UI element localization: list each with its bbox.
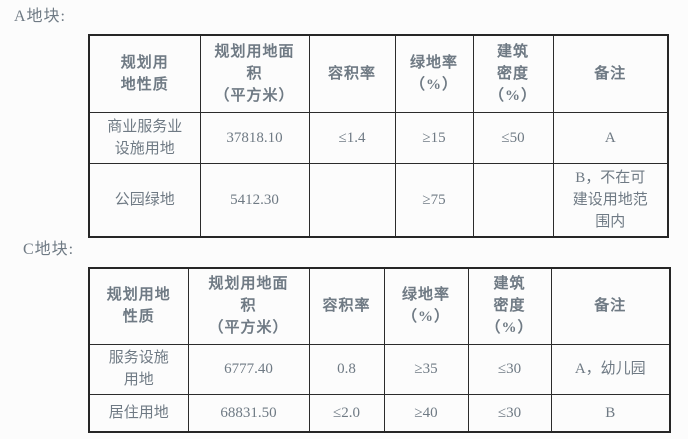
header-row: 规划用地 性质 规划用地面 积 （平方米） 容积率 绿地率 （%） 建筑 密度 （%）备…	[88, 267, 671, 345]
column-header: 备注	[552, 34, 669, 113]
table-cell: 37818.10	[199, 111, 310, 164]
table-row: 居住用地 68831.50 ≤2.0 ≥40 ≤30 B	[88, 393, 671, 433]
table-cell: ≤30	[467, 343, 552, 395]
table-cell: 5412.30	[199, 162, 310, 238]
table-cell: ≤50	[472, 111, 554, 164]
table-row: 服务设施 用地 6777.40 0.8 ≥35 ≤30 A，幼儿园	[88, 343, 671, 395]
table-cell: ≤1.4	[308, 111, 396, 164]
table-cell: A，幼儿园	[550, 343, 671, 395]
table-cell: ≤2.0	[308, 393, 385, 433]
table-row: 公园绿地 5412.30 ≥75 B，不在可 建设用地范 围内	[88, 162, 669, 238]
column-header: 绿地率 （%）	[383, 267, 469, 345]
table-cell: A	[552, 111, 669, 164]
column-header: 容积率	[308, 267, 385, 345]
table-cell	[472, 162, 554, 238]
plot-c-table: 规划用地 性质 规划用地面 积 （平方米） 容积率 绿地率 （%） 建筑 密度 （%）备…	[88, 267, 671, 433]
column-header: 规划用地面 积 （平方米）	[187, 267, 310, 345]
header-row: 规划用 地性质 规划用地面 积 （平方米） 容积率 绿地率 （%） 建筑 密度 （%）备…	[88, 34, 669, 113]
plot-c-label: C地块:	[23, 241, 75, 258]
column-header: 规划用地 性质	[88, 267, 189, 345]
table-cell: B	[550, 393, 671, 433]
column-header: 规划用地面 积 （平方米）	[199, 34, 310, 113]
plot-a-table: 规划用 地性质 规划用地面 积 （平方米） 容积率 绿地率 （%） 建筑 密度 （%）备…	[88, 34, 669, 238]
table-cell: ≥15	[394, 111, 474, 164]
column-header: 规划用 地性质	[88, 34, 201, 113]
table-cell: ≥35	[383, 343, 469, 395]
table-row: 商业服务业 设施用地 37818.10 ≤1.4 ≥15 ≤50 A	[88, 111, 669, 164]
table-cell: 居住用地	[88, 393, 189, 433]
column-header: 绿地率 （%）	[394, 34, 474, 113]
table-cell: ≥75	[394, 162, 474, 238]
table-cell: 商业服务业 设施用地	[88, 111, 201, 164]
column-header: 建筑 密度 （%）	[472, 34, 554, 113]
table-cell: 68831.50	[187, 393, 310, 433]
table-cell: ≥40	[383, 393, 469, 433]
table-cell: ≤30	[467, 393, 552, 433]
column-header: 容积率	[308, 34, 396, 113]
column-header: 备注	[550, 267, 671, 345]
table-cell: 公园绿地	[88, 162, 201, 238]
plot-a-label: A地块:	[14, 8, 67, 25]
table-cell: 服务设施 用地	[88, 343, 189, 395]
table-cell: B，不在可 建设用地范 围内	[552, 162, 669, 238]
column-header: 建筑 密度 （%）	[467, 267, 552, 345]
table-cell	[308, 162, 396, 238]
table-cell: 6777.40	[187, 343, 310, 395]
table-cell: 0.8	[308, 343, 385, 395]
